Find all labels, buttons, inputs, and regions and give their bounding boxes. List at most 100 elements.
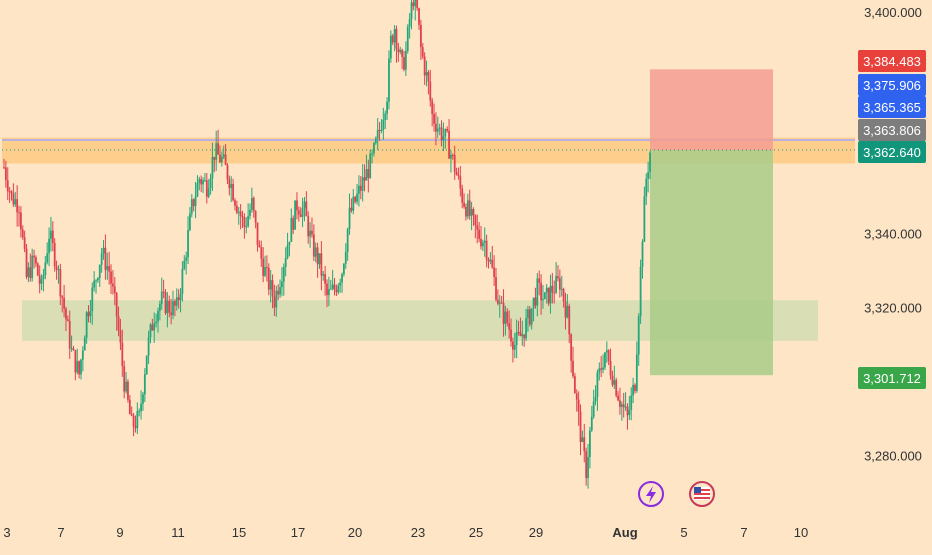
candle-body xyxy=(378,129,381,131)
candle-body xyxy=(496,299,499,304)
y-tick-label: 3,280.000 xyxy=(864,448,922,463)
candle-body xyxy=(281,281,283,288)
candle-body xyxy=(502,302,505,324)
candle-body xyxy=(286,245,289,258)
candle-body xyxy=(23,237,26,249)
candle-body xyxy=(594,397,597,402)
candle-body xyxy=(209,178,212,189)
candle-body xyxy=(307,216,310,237)
candle-body xyxy=(226,165,229,180)
candle-body xyxy=(635,354,638,391)
candle-body xyxy=(121,342,124,367)
price-badge: 3,362.640 xyxy=(858,141,926,163)
y-tick-label: 3,320.000 xyxy=(864,301,922,316)
candle-body xyxy=(352,196,355,211)
price-badge: 3,365.365 xyxy=(858,96,926,118)
candle-body xyxy=(284,257,287,267)
candle-body xyxy=(483,240,486,243)
candle-body xyxy=(250,197,253,210)
candle-body xyxy=(517,332,520,334)
candle-body xyxy=(568,305,571,335)
candle-body xyxy=(619,400,621,407)
candle-body xyxy=(498,302,501,304)
candle-body xyxy=(190,199,193,214)
candle-body xyxy=(451,154,454,156)
candle-body xyxy=(371,153,373,155)
candle-body xyxy=(222,154,225,157)
candle-body xyxy=(553,292,556,294)
position-layer[interactable] xyxy=(650,69,773,376)
candle-body xyxy=(142,394,144,404)
candle-body xyxy=(98,264,101,279)
candle-body xyxy=(637,316,640,355)
price-badge-label: 3,384.483 xyxy=(863,54,921,69)
candle-body xyxy=(570,334,573,361)
price-badge-bg xyxy=(858,141,926,163)
candle-body xyxy=(215,143,218,160)
candle-body xyxy=(25,248,28,277)
candle-body xyxy=(21,229,24,238)
candle-body xyxy=(358,185,360,194)
candle-body xyxy=(269,280,272,290)
candle-body xyxy=(604,352,606,368)
candle-body xyxy=(504,311,507,324)
candle-body xyxy=(260,247,263,259)
flash-event-icon[interactable] xyxy=(638,481,664,507)
candle-body xyxy=(66,319,69,321)
candle-body xyxy=(80,359,82,375)
candle-body xyxy=(528,309,531,325)
candle-body xyxy=(85,312,88,338)
candle-body xyxy=(435,123,437,132)
candle-body xyxy=(359,185,362,191)
candle-body xyxy=(500,302,503,304)
candle-body xyxy=(143,374,146,395)
candle-body xyxy=(158,304,161,312)
stop-loss-zone[interactable] xyxy=(650,69,773,151)
candle-body xyxy=(602,367,604,370)
candle-body xyxy=(275,290,278,308)
price-badge-label: 3,301.712 xyxy=(863,371,921,386)
candle-body xyxy=(160,291,163,305)
us-flag-event-icon[interactable] xyxy=(689,481,715,507)
candle-body xyxy=(436,128,439,132)
candle-body xyxy=(27,267,30,277)
event-markers[interactable] xyxy=(638,481,715,507)
candle-body xyxy=(262,258,265,276)
candle-body xyxy=(609,361,612,376)
candle-body xyxy=(36,263,39,276)
candle-body xyxy=(555,276,558,293)
candle-body xyxy=(487,259,490,262)
candle-body xyxy=(89,311,92,317)
candle-body xyxy=(87,312,90,317)
candle-body xyxy=(117,316,120,331)
candle-body xyxy=(634,384,636,391)
y-tick-label: 3,400.000 xyxy=(864,5,922,20)
take-profit-zone[interactable] xyxy=(650,150,773,376)
candle-body xyxy=(96,278,99,281)
candle-body xyxy=(476,225,479,230)
candle-body xyxy=(527,309,529,319)
candle-body xyxy=(296,200,298,211)
candle-body xyxy=(40,279,43,284)
candle-body xyxy=(93,280,96,288)
candle-body xyxy=(219,154,221,163)
candle-body xyxy=(558,278,561,290)
candle-body xyxy=(235,205,238,213)
candle-body xyxy=(16,199,19,213)
candle-body xyxy=(564,301,567,318)
candle-body xyxy=(388,58,390,102)
candle-body xyxy=(267,267,270,290)
candle-body xyxy=(3,167,5,169)
candle-body xyxy=(481,242,484,247)
candle-body xyxy=(157,311,159,322)
candle-body xyxy=(119,330,122,343)
candle-body xyxy=(605,350,608,353)
candle-body xyxy=(344,251,347,264)
candle-body xyxy=(577,399,580,412)
candle-body xyxy=(205,180,208,197)
candle-body xyxy=(181,268,184,294)
candle-body xyxy=(421,47,424,57)
candle-body xyxy=(112,283,114,287)
candle-body xyxy=(513,345,516,350)
